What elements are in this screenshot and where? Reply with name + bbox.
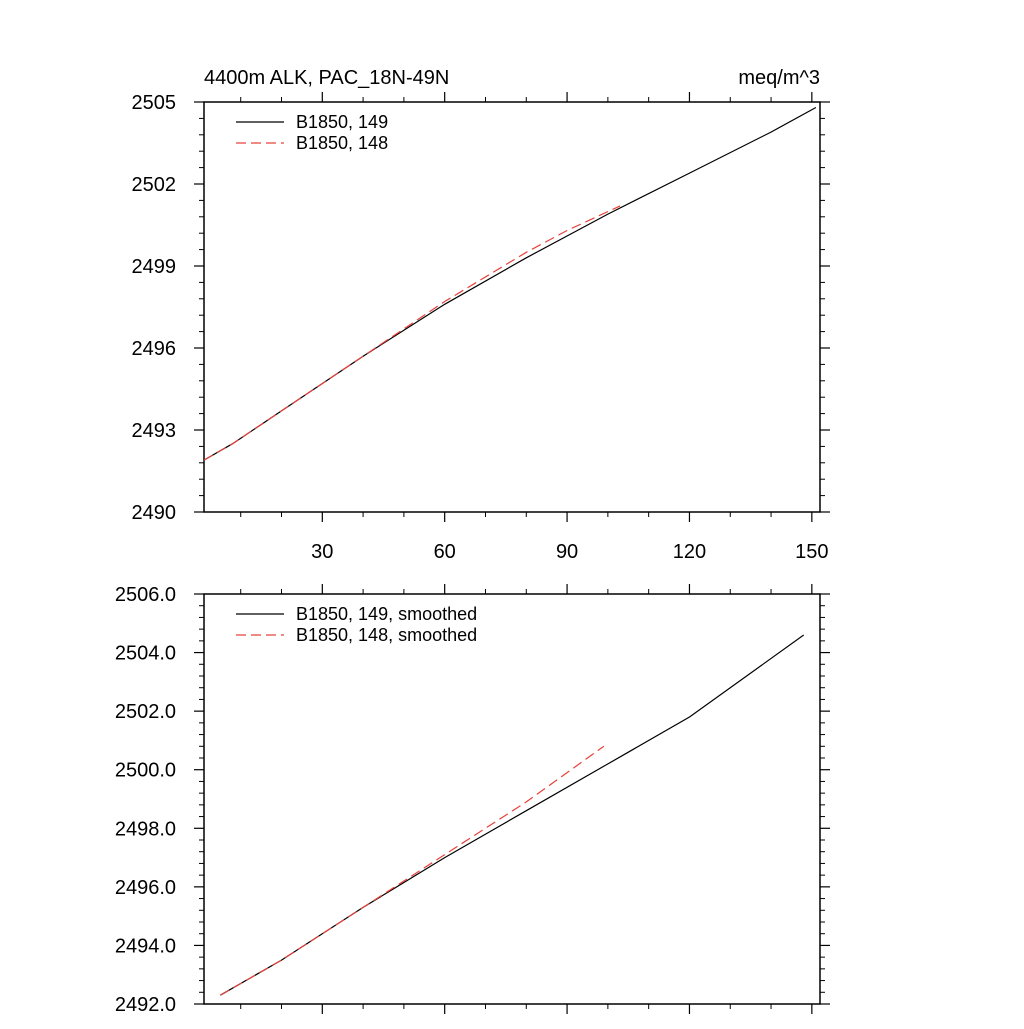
x-tick-label: 30 xyxy=(311,541,333,563)
y-tick-label: 2492.0 xyxy=(115,994,176,1016)
legend-label-0: B1850, 149, smoothed xyxy=(296,604,477,624)
y-tick-label: 2502 xyxy=(132,174,177,196)
x-tick-label: 90 xyxy=(556,541,578,563)
y-tick-label: 2496 xyxy=(132,338,177,360)
top-panel: 2490 2493 2496 2499 2502 2505 30 60 90 120 150 4400… xyxy=(132,67,830,563)
y-tick-label: 2505 xyxy=(132,92,177,114)
y-tick-label: 2504.0 xyxy=(115,643,176,665)
legend-label-1: B1850, 148 xyxy=(296,133,388,153)
legend-label-0: B1850, 149 xyxy=(296,112,388,132)
y-tick-label: 2496.0 xyxy=(115,877,176,899)
x-tick-label: 120 xyxy=(673,541,706,563)
plot-frame xyxy=(203,593,821,1005)
x-tick-label: 150 xyxy=(795,541,828,563)
y-tick-label: 2494.0 xyxy=(115,935,176,957)
bottom-panel: 2492.0 2494.0 2496.0 2498.0 2500.0 2502.0 2504… xyxy=(115,584,830,1016)
series-line-1 xyxy=(220,745,605,996)
series-line-0 xyxy=(203,106,817,461)
chart-title: 4400m ALK, PAC_18N-49N xyxy=(204,67,449,89)
y-tick-label: 2500.0 xyxy=(115,760,176,782)
plot-frame xyxy=(203,101,821,513)
y-tick-label: 2498.0 xyxy=(115,818,176,840)
series-line-1 xyxy=(203,205,621,461)
y-tick-label: 2502.0 xyxy=(115,701,176,723)
y-tick-label: 2490 xyxy=(132,502,177,524)
chart-units: meq/m^3 xyxy=(738,67,820,89)
legend-label-1: B1850, 148, smoothed xyxy=(296,625,477,645)
x-tick-label: 60 xyxy=(434,541,456,563)
y-tick-label: 2506.0 xyxy=(115,584,176,606)
series-line-0 xyxy=(220,634,805,996)
y-tick-label: 2499 xyxy=(132,256,177,278)
y-tick-label: 2493 xyxy=(132,420,177,442)
